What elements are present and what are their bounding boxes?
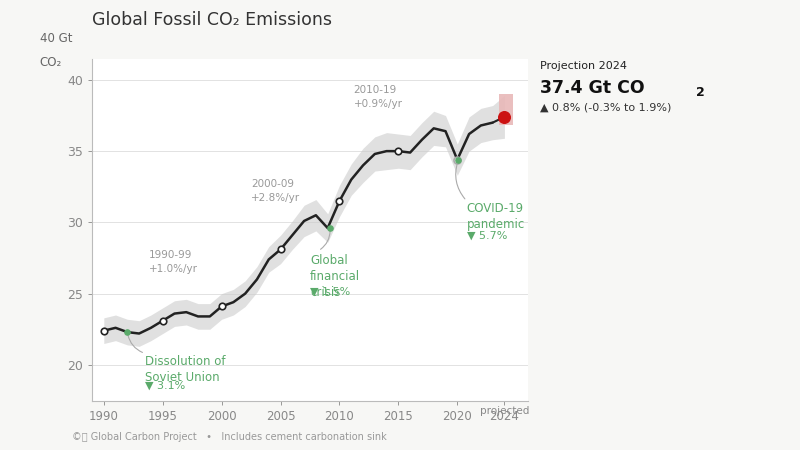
Text: Global Fossil CO₂ Emissions: Global Fossil CO₂ Emissions (92, 11, 332, 29)
Text: 2000-09
+2.8%/yr: 2000-09 +2.8%/yr (251, 179, 300, 203)
Text: ▼ 3.1%: ▼ 3.1% (145, 381, 186, 391)
Text: 2: 2 (696, 86, 705, 99)
Text: 1990-99
+1.0%/yr: 1990-99 +1.0%/yr (149, 250, 198, 274)
Point (452, 156, 465, 163)
Text: ▼ 5.7%: ▼ 5.7% (466, 231, 507, 241)
Point (121, 328, 134, 336)
Point (156, 317, 169, 324)
Point (98, 327, 110, 334)
Point (215, 303, 228, 310)
Text: Dissolution of
Soviet Union: Dissolution of Soviet Union (145, 355, 226, 384)
Text: 40 Gt: 40 Gt (40, 32, 72, 45)
Text: ▼ 1.5%: ▼ 1.5% (310, 287, 350, 297)
Point (498, 113, 511, 121)
Text: Projection 2024: Projection 2024 (540, 61, 627, 71)
Text: 37.4 Gt CO: 37.4 Gt CO (540, 79, 645, 97)
Point (333, 198, 346, 205)
Point (324, 225, 337, 232)
Text: CO₂: CO₂ (40, 56, 62, 69)
Point (274, 246, 287, 253)
Text: projected: projected (480, 406, 529, 416)
Point (392, 148, 405, 155)
Text: Global
financial
crisis: Global financial crisis (310, 254, 360, 299)
Text: ©Ⓟ Global Carbon Project   •   Includes cement carbonation sink: ©Ⓟ Global Carbon Project • Includes ceme… (72, 432, 386, 442)
Text: ▲ 0.8% (-0.3% to 1.9%): ▲ 0.8% (-0.3% to 1.9%) (540, 103, 671, 112)
Text: 2010-19
+0.9%/yr: 2010-19 +0.9%/yr (354, 85, 402, 109)
Text: COVID-19
pandemic: COVID-19 pandemic (466, 202, 525, 231)
Point (451, 156, 464, 163)
